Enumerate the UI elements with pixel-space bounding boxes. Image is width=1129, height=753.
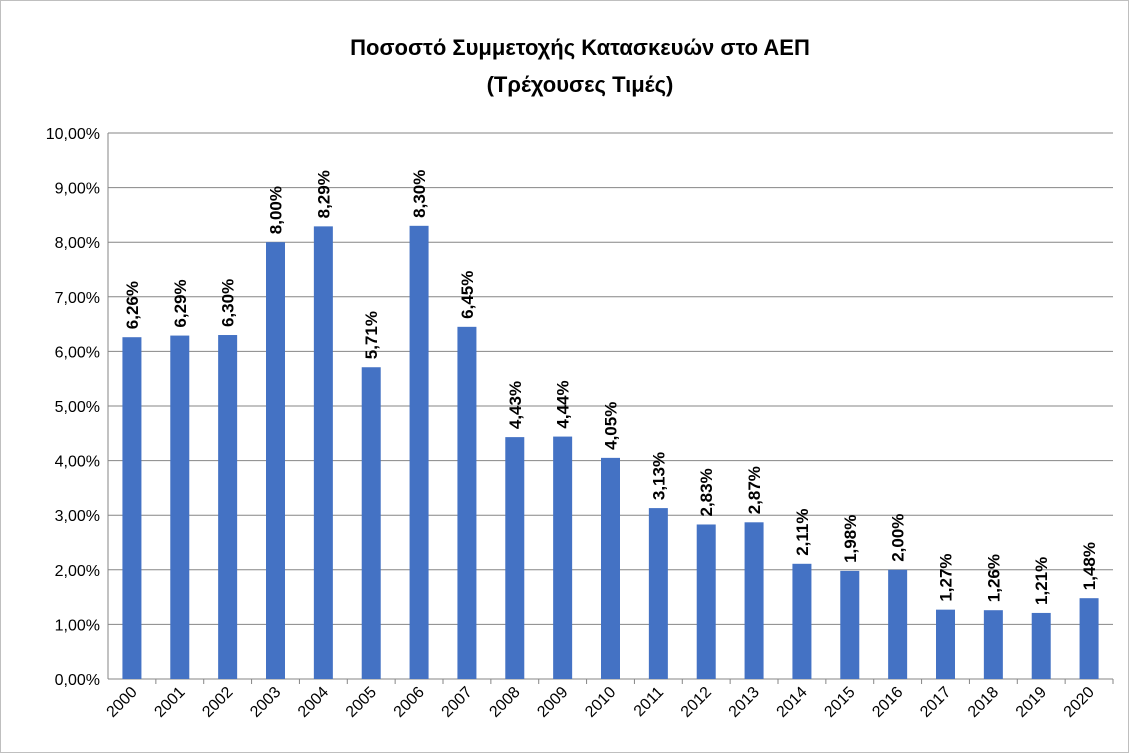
bar xyxy=(936,609,955,679)
bar xyxy=(792,563,812,679)
data-label: 8,30% xyxy=(410,170,429,218)
data-label: 6,30% xyxy=(219,279,238,327)
bar xyxy=(648,508,668,679)
y-tick-label: 3,00% xyxy=(55,508,100,525)
bar xyxy=(888,569,908,679)
y-tick-label: 2,00% xyxy=(55,563,100,580)
y-tick-label: 1,00% xyxy=(55,617,100,634)
data-label: 3,13% xyxy=(649,452,668,500)
bar xyxy=(601,457,620,679)
chart-subtitle: (Τρέχουσες Τιμές) xyxy=(487,72,674,97)
y-tick-label: 10,00% xyxy=(46,126,100,143)
bar xyxy=(1079,598,1099,679)
y-tick-label: 0,00% xyxy=(55,672,100,689)
data-label: 4,05% xyxy=(602,402,621,450)
data-label: 8,00% xyxy=(267,186,286,234)
data-label: 2,83% xyxy=(697,468,716,516)
bar xyxy=(313,226,333,679)
bar xyxy=(696,524,716,679)
bar xyxy=(505,437,525,679)
bar xyxy=(409,225,429,679)
bar xyxy=(361,367,381,679)
data-label: 6,26% xyxy=(123,281,142,329)
bar xyxy=(170,335,190,679)
bar xyxy=(553,436,573,679)
data-label: 5,71% xyxy=(362,311,381,359)
bar xyxy=(266,242,285,679)
chart-title: Ποσοστό Συμμετοχής Κατασκευών στο ΑΕΠ xyxy=(350,35,810,60)
data-label: 6,45% xyxy=(458,271,477,319)
bar xyxy=(840,570,860,679)
data-label: 1,27% xyxy=(937,553,956,601)
data-label: 1,48% xyxy=(1080,542,1099,590)
data-label: 2,11% xyxy=(793,509,812,556)
bar xyxy=(457,326,477,679)
y-tick-label: 4,00% xyxy=(55,454,100,471)
y-tick-label: 5,00% xyxy=(55,399,100,416)
data-label: 2,00% xyxy=(889,514,908,562)
data-label: 1,26% xyxy=(984,554,1003,602)
bar xyxy=(983,610,1003,679)
y-tick-label: 7,00% xyxy=(55,290,100,307)
bar xyxy=(1031,612,1051,679)
y-tick-label: 9,00% xyxy=(55,181,100,198)
bar xyxy=(122,337,142,679)
data-label: 4,44% xyxy=(554,380,573,428)
y-tick-label: 6,00% xyxy=(55,344,100,361)
bar xyxy=(218,335,238,679)
bar xyxy=(744,522,764,679)
data-label: 8,29% xyxy=(314,170,333,218)
data-label: 1,98% xyxy=(841,515,860,563)
data-label: 1,21% xyxy=(1032,557,1051,605)
data-label: 6,29% xyxy=(171,279,190,327)
y-tick-label: 8,00% xyxy=(55,235,100,252)
data-label: 2,87% xyxy=(745,466,764,514)
data-label: 4,43% xyxy=(506,381,525,429)
